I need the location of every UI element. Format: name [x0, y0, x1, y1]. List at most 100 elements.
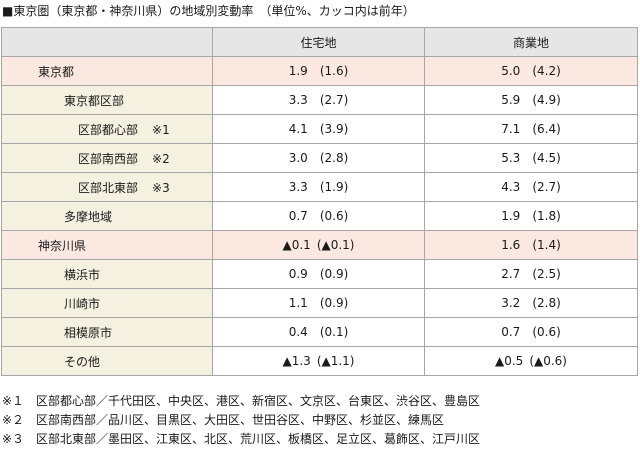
commercial-prev: (1.8)	[532, 209, 561, 223]
region-name: 東京都	[38, 64, 75, 79]
table-row: 川崎市 1.1 (0.9) 3.2 (2.8)	[1, 288, 638, 318]
table-row: 多摩地域 0.7 (0.6) 1.9 (1.8)	[1, 201, 638, 231]
commercial-prev: (6.4)	[532, 122, 561, 136]
region-name: 区部都心部	[78, 122, 139, 137]
footnote-3: ※３ 区部北東部／墨田区、江東区、北区、荒川区、板橋区、足立区、葛飾区、江戸川区	[2, 432, 481, 446]
region-cell: その他	[1, 346, 213, 376]
table-row: 東京都区部 3.3 (2.7) 5.9 (4.9)	[1, 85, 638, 115]
table-row: 東京都 1.9 (1.6) 5.0 (4.2)	[1, 56, 638, 86]
land-price-change-table: 住宅地 商業地 東京都 1.9 (1.6) 5.0 (4.2) 東京都区部 3.3 (…	[1, 27, 638, 376]
footnotes: ※１ 区部都心部／千代田区、中央区、港区、新宿区、文京区、台東区、渋谷区、豊島区…	[2, 392, 480, 449]
table-row: 区部南西部 ※2 3.0 (2.8) 5.3 (4.5)	[1, 143, 638, 173]
commercial-value: 2.7	[501, 267, 521, 281]
residential-prev: (▲1.1)	[316, 354, 355, 368]
residential-prev: (▲0.1)	[316, 238, 355, 252]
region-cell: 区部南西部 ※2	[1, 143, 213, 173]
residential-prev: (0.6)	[319, 209, 349, 223]
page-title: ■東京圏（東京都・神奈川県）の地域別変動率 （単位%、カッコ内は前年）	[2, 4, 415, 18]
residential-value: 3.0	[288, 151, 308, 165]
footnote-marker: ※3	[152, 180, 170, 195]
table-header-row: 住宅地 商業地	[1, 27, 638, 57]
residential-value: 1.9	[288, 64, 308, 78]
residential-value: 1.1	[288, 296, 308, 310]
region-name: 区部北東部	[78, 180, 139, 195]
table-row: 横浜市 0.9 (0.9) 2.7 (2.5)	[1, 259, 638, 289]
residential-prev: (0.9)	[319, 296, 349, 310]
table-row: 神奈川県 ▲0.1 (▲0.1) 1.6 (1.4)	[1, 230, 638, 260]
region-cell: 相模原市	[1, 317, 213, 347]
footnote-1: ※１ 区部都心部／千代田区、中央区、港区、新宿区、文京区、台東区、渋谷区、豊島区	[2, 394, 481, 408]
region-name: 区部南西部	[78, 151, 139, 166]
region-cell: 川崎市	[1, 288, 213, 318]
commercial-cell: ▲0.5 (▲0.6)	[424, 346, 638, 376]
commercial-prev: (4.2)	[532, 64, 561, 78]
commercial-cell: 5.0 (4.2)	[424, 56, 638, 86]
region-name: 横浜市	[64, 267, 101, 282]
residential-prev: (1.9)	[319, 180, 349, 194]
header-region	[1, 27, 213, 57]
residential-value: 3.3	[288, 180, 308, 194]
residential-value: 0.4	[288, 325, 308, 339]
table-row: 相模原市 0.4 (0.1) 0.7 (0.6)	[1, 317, 638, 347]
commercial-value: 1.9	[501, 209, 521, 223]
residential-prev: (1.6)	[319, 64, 349, 78]
commercial-prev: (▲0.6)	[529, 354, 567, 368]
residential-cell: 4.1 (3.9)	[212, 114, 425, 144]
commercial-value: 4.3	[501, 180, 521, 194]
header-commercial: 商業地	[424, 27, 638, 57]
commercial-value: 5.0	[501, 64, 521, 78]
residential-cell: ▲1.3 (▲1.1)	[212, 346, 425, 376]
residential-cell: 0.7 (0.6)	[212, 201, 425, 231]
commercial-value: 1.6	[501, 238, 521, 252]
table-row: 区部北東部 ※3 3.3 (1.9) 4.3 (2.7)	[1, 172, 638, 202]
region-cell: 東京都	[1, 56, 213, 86]
commercial-value: 3.2	[501, 296, 521, 310]
commercial-prev: (1.4)	[532, 238, 561, 252]
residential-value: ▲0.1	[282, 238, 311, 252]
residential-value: 0.9	[288, 267, 308, 281]
commercial-value: ▲0.5	[495, 354, 524, 368]
region-name: その他	[64, 354, 101, 369]
commercial-prev: (0.6)	[532, 325, 561, 339]
commercial-prev: (4.9)	[532, 93, 561, 107]
footnote-2: ※２ 区部南西部／品川区、目黒区、大田区、世田谷区、中野区、杉並区、練馬区	[2, 413, 445, 427]
residential-prev: (2.8)	[319, 151, 349, 165]
commercial-cell: 1.9 (1.8)	[424, 201, 638, 231]
region-cell: 横浜市	[1, 259, 213, 289]
commercial-prev: (2.7)	[532, 180, 561, 194]
region-name: 多摩地域	[64, 209, 113, 224]
commercial-value: 5.9	[501, 93, 521, 107]
commercial-cell: 2.7 (2.5)	[424, 259, 638, 289]
table-row: その他 ▲1.3 (▲1.1) ▲0.5 (▲0.6)	[1, 346, 638, 376]
commercial-value: 7.1	[501, 122, 521, 136]
commercial-cell: 5.9 (4.9)	[424, 85, 638, 115]
residential-prev: (0.1)	[319, 325, 349, 339]
residential-cell: 0.4 (0.1)	[212, 317, 425, 347]
commercial-prev: (4.5)	[532, 151, 561, 165]
residential-value: 3.3	[288, 93, 308, 107]
residential-cell: 3.0 (2.8)	[212, 143, 425, 173]
commercial-prev: (2.5)	[532, 267, 561, 281]
commercial-cell: 7.1 (6.4)	[424, 114, 638, 144]
region-cell: 東京都区部	[1, 85, 213, 115]
residential-value: 0.7	[288, 209, 308, 223]
table-row: 区部都心部 ※1 4.1 (3.9) 7.1 (6.4)	[1, 114, 638, 144]
region-name: 川崎市	[64, 296, 101, 311]
commercial-value: 5.3	[501, 151, 521, 165]
residential-prev: (3.9)	[319, 122, 349, 136]
region-cell: 区部都心部 ※1	[1, 114, 213, 144]
residential-cell: 1.1 (0.9)	[212, 288, 425, 318]
residential-value: 4.1	[288, 122, 308, 136]
residential-prev: (2.7)	[319, 93, 349, 107]
region-name: 東京都区部	[64, 93, 125, 108]
region-cell: 神奈川県	[1, 230, 213, 260]
region-name: 神奈川県	[38, 238, 87, 253]
commercial-value: 0.7	[501, 325, 521, 339]
header-residential: 住宅地	[212, 27, 425, 57]
commercial-cell: 3.2 (2.8)	[424, 288, 638, 318]
commercial-cell: 4.3 (2.7)	[424, 172, 638, 202]
residential-cell: 1.9 (1.6)	[212, 56, 425, 86]
residential-cell: 3.3 (2.7)	[212, 85, 425, 115]
region-cell: 多摩地域	[1, 201, 213, 231]
commercial-cell: 5.3 (4.5)	[424, 143, 638, 173]
